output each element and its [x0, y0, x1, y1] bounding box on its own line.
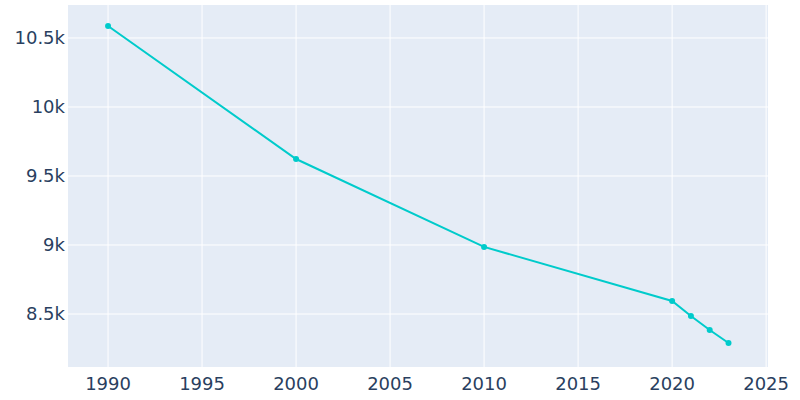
marker [105, 23, 111, 29]
y-grid-line [68, 106, 768, 107]
x-grid-line [390, 5, 391, 367]
y-tick-label: 10k [32, 96, 66, 117]
y-grid-line [68, 314, 768, 315]
x-grid-line [202, 5, 203, 367]
plot-area [68, 5, 768, 367]
x-grid-line [484, 5, 485, 367]
y-tick-label: 10.5k [14, 27, 65, 48]
marker [481, 244, 487, 250]
x-tick-label: 2000 [273, 373, 319, 394]
y-tick-label: 9.5k [26, 165, 66, 186]
y-grid-line [68, 244, 768, 245]
y-tick-label: 9k [43, 234, 65, 255]
x-tick-label: 2015 [555, 373, 601, 394]
marker [293, 156, 299, 162]
x-tick-label: 1990 [85, 373, 131, 394]
chart: 1990 1995 2000 2005 2010 2015 2020 2025 8.5k 9k 9.… [0, 0, 800, 400]
marker [726, 340, 732, 346]
y-tick-label: 8.5k [26, 303, 66, 324]
x-grid-line [672, 5, 673, 367]
x-tick-label: 2020 [649, 373, 695, 394]
x-tick-label: 1995 [179, 373, 225, 394]
marker [669, 298, 675, 304]
x-grid-line [108, 5, 109, 367]
x-tick-label: 2010 [461, 373, 507, 394]
y-grid-line [68, 37, 768, 38]
x-grid-line [578, 5, 579, 367]
x-grid-line [766, 5, 767, 367]
x-grid-line [296, 5, 297, 367]
line [108, 26, 728, 343]
x-tick-label: 2025 [743, 373, 789, 394]
series-group [105, 23, 731, 346]
y-grid-line [68, 175, 768, 176]
chart-container: 1990 1995 2000 2005 2010 2015 2020 2025 8.5k 9k 9.… [0, 0, 800, 400]
marker [688, 313, 694, 319]
x-tick-label: 2005 [367, 373, 413, 394]
marker [707, 327, 713, 333]
